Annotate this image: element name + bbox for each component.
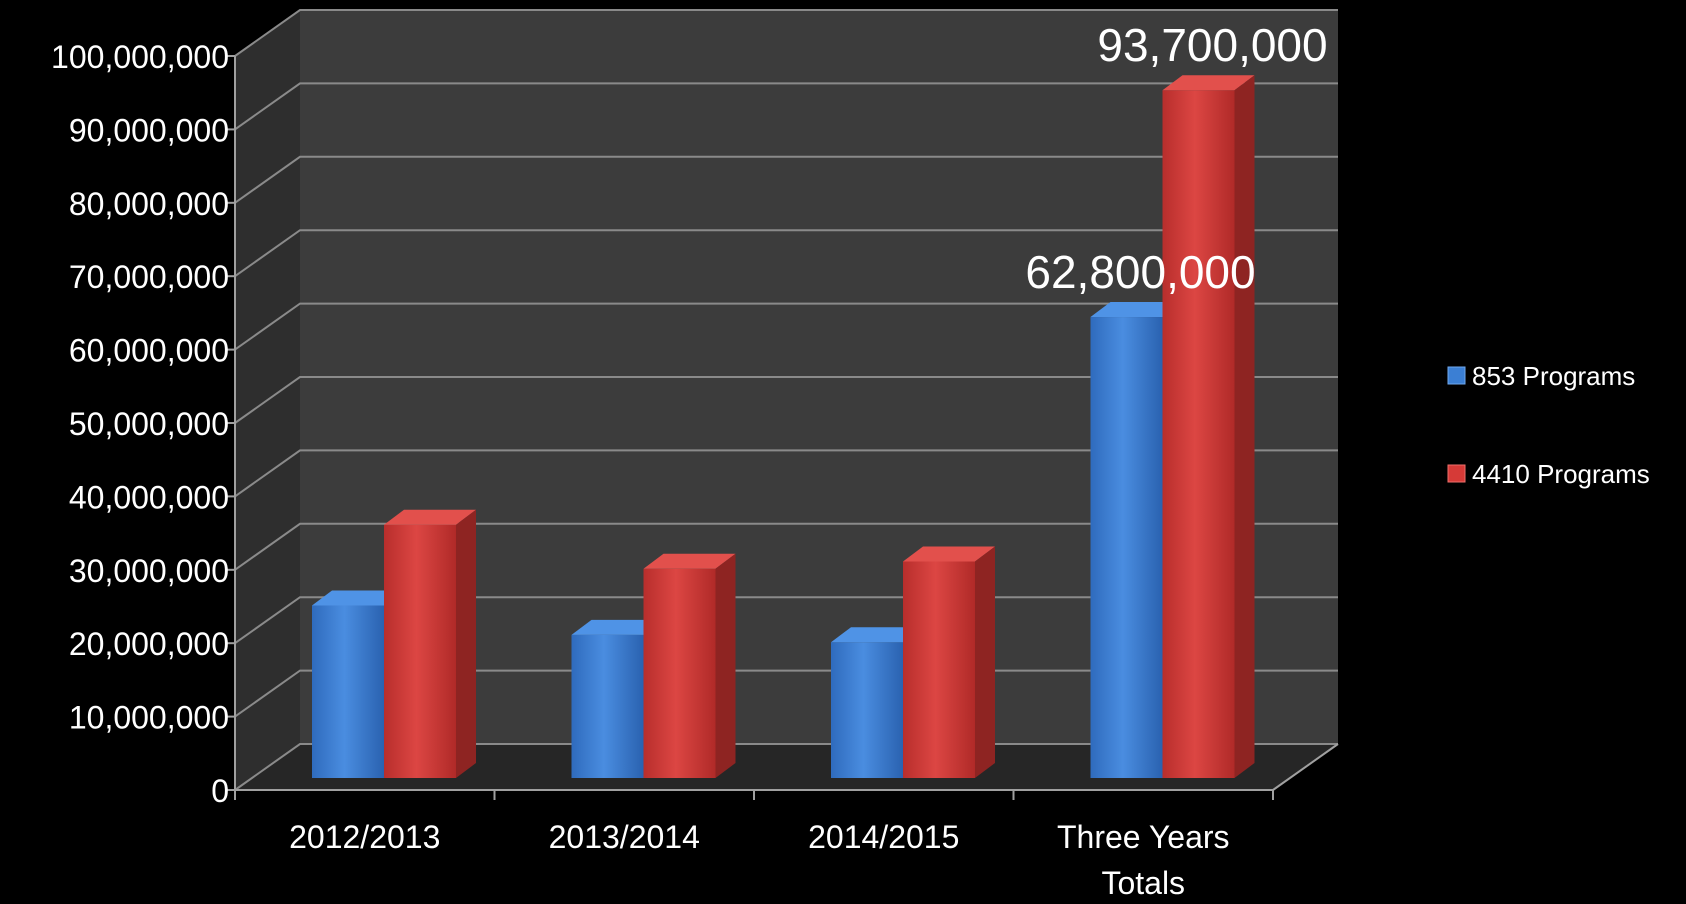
legend: 853 Programs 4410 Programs bbox=[1447, 361, 1650, 489]
y-tick-label: 20,000,000 bbox=[69, 626, 229, 662]
legend-swatch bbox=[1447, 366, 1466, 385]
bar-front bbox=[1162, 90, 1235, 778]
gridline bbox=[234, 229, 1338, 278]
y-tick-label: 30,000,000 bbox=[69, 553, 229, 589]
gridline bbox=[234, 9, 1338, 57]
bar-top bbox=[903, 546, 995, 562]
legend-item: 4410 Programs bbox=[1447, 459, 1650, 489]
bar-front bbox=[312, 605, 384, 778]
gridline bbox=[234, 522, 1338, 571]
bar-side bbox=[456, 509, 476, 778]
gridline bbox=[234, 82, 1338, 131]
bar-top bbox=[643, 553, 736, 569]
data-label: 93,700,000 bbox=[1097, 19, 1327, 71]
bar-side bbox=[1234, 75, 1255, 778]
gridline bbox=[234, 155, 1338, 204]
bar-front bbox=[903, 561, 975, 778]
legend-swatch bbox=[1447, 464, 1466, 483]
y-tick-label: 10,000,000 bbox=[69, 700, 229, 736]
y-tick-label: 0 bbox=[211, 773, 229, 809]
gridlines bbox=[234, 9, 1338, 791]
bar-top bbox=[571, 619, 664, 635]
bar-red bbox=[903, 546, 995, 778]
legend-label: 4410 Programs bbox=[1472, 459, 1650, 489]
gridline bbox=[234, 302, 1338, 351]
x-tick-label: Three Years bbox=[1057, 819, 1230, 855]
y-tick-label: 40,000,000 bbox=[69, 479, 229, 515]
bar-top bbox=[831, 627, 923, 643]
x-tick-label: 2012/2013 bbox=[289, 819, 440, 855]
axes bbox=[225, 55, 1339, 800]
y-tick-label: 70,000,000 bbox=[69, 259, 229, 295]
y-tick-label: 90,000,000 bbox=[69, 112, 229, 148]
legend-label: 853 Programs bbox=[1472, 361, 1635, 391]
gridline bbox=[234, 449, 1338, 498]
bar-top bbox=[1162, 75, 1255, 91]
gridline bbox=[234, 376, 1338, 424]
data-label: 62,800,000 bbox=[1025, 246, 1255, 298]
bar-side bbox=[975, 546, 995, 778]
chart-labels: 0 10,000,000 20,000,000 30,000,000 40,000,00… bbox=[51, 19, 1328, 901]
floor-edge bbox=[1272, 743, 1339, 791]
y-tick-label: 60,000,000 bbox=[69, 333, 229, 369]
bar-top bbox=[1090, 302, 1183, 318]
x-tick-label: 2013/2014 bbox=[549, 819, 700, 855]
bar-front bbox=[571, 634, 644, 778]
x-tick-label: Totals bbox=[1101, 865, 1185, 899]
bar-red bbox=[643, 553, 736, 778]
bar-red bbox=[1162, 75, 1255, 778]
bar-front bbox=[643, 568, 716, 778]
bars bbox=[312, 75, 1255, 778]
floor bbox=[235, 744, 1338, 790]
bar-red bbox=[384, 509, 476, 778]
y-tick-label: 50,000,000 bbox=[69, 406, 229, 442]
bar-top bbox=[312, 590, 404, 606]
bar-top bbox=[384, 509, 476, 525]
legend-item: 853 Programs bbox=[1447, 361, 1635, 391]
bar-side bbox=[715, 553, 736, 778]
x-tick-label: 2014/2015 bbox=[808, 819, 959, 855]
bar-front bbox=[384, 524, 456, 778]
y-tick-label: 100,000,000 bbox=[51, 39, 229, 75]
y-tick-label: 80,000,000 bbox=[69, 186, 229, 222]
bar-front bbox=[1090, 317, 1163, 778]
bar-front bbox=[831, 642, 903, 778]
